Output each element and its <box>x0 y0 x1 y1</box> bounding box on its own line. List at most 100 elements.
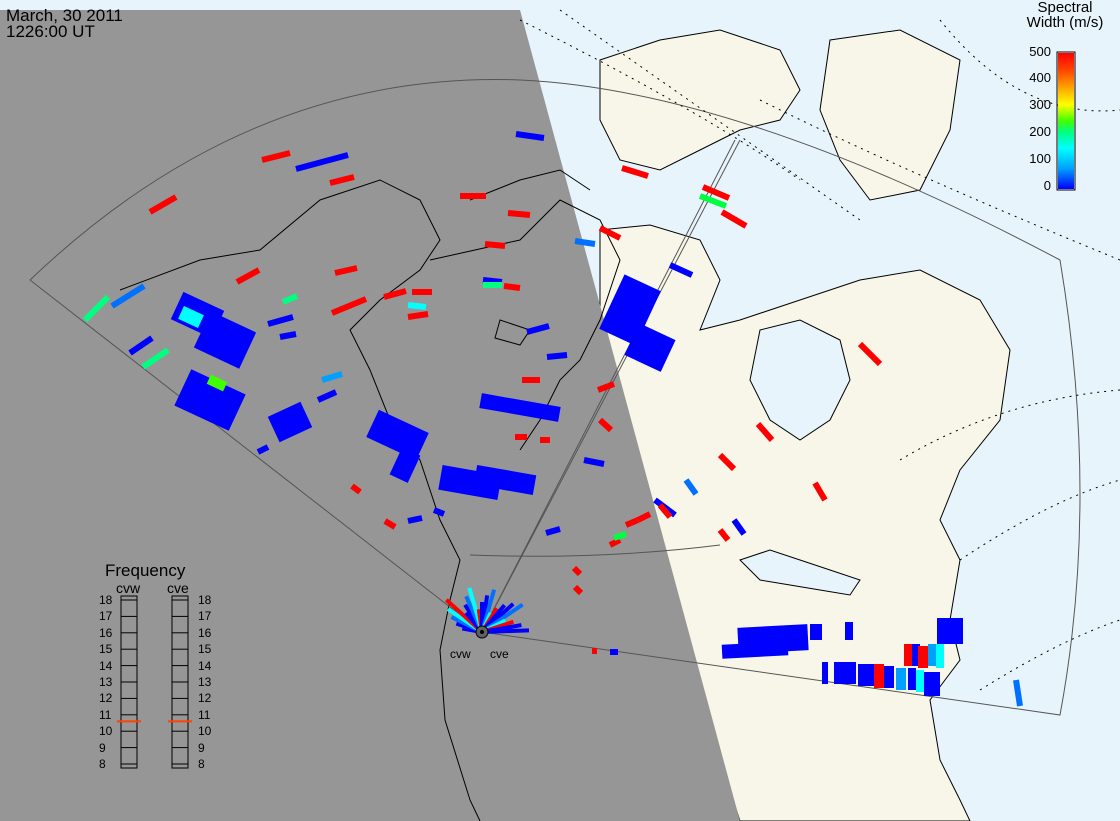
frequency-scale-label: 8 <box>198 757 205 771</box>
radar-echo <box>720 209 748 229</box>
colorbar-title-line1: Spectral <box>1037 0 1093 16</box>
radar-echo-fan <box>481 628 530 634</box>
radar-echo <box>636 511 652 523</box>
radar-echo <box>624 517 640 528</box>
radar-echo <box>279 331 297 340</box>
radar-echo <box>857 341 883 367</box>
radar-echo <box>261 150 291 163</box>
radar-echo-block <box>928 644 936 666</box>
radar-echo-block <box>174 369 246 431</box>
radar-echo <box>545 526 561 536</box>
radar-echo <box>546 352 568 360</box>
radar-echo-block <box>473 464 537 496</box>
frequency-title: Frequency <box>105 561 186 580</box>
radar-echo-block <box>908 668 916 690</box>
lat-grid <box>519 9 1120 691</box>
radar-echo-block <box>874 664 884 688</box>
radar-echo-block <box>834 662 856 684</box>
radar-echo <box>321 371 343 383</box>
radar-echo <box>526 323 550 335</box>
radar-echo-block <box>918 646 928 668</box>
colorbar-frame <box>1056 51 1076 191</box>
colorbar-tick: 200 <box>1029 124 1051 139</box>
frequency-scale-label: 15 <box>198 642 212 657</box>
radar-echo <box>281 293 299 305</box>
radar-echo <box>482 277 503 285</box>
radar-echo <box>515 131 545 141</box>
radar-echo-block <box>822 662 828 684</box>
frequency-scale-label: 13 <box>198 675 212 689</box>
radar-echo <box>571 565 583 577</box>
colorbar-tick: 500 <box>1029 44 1051 59</box>
radar-echo <box>755 422 775 442</box>
date-label: March, 30 2011 <box>6 6 123 25</box>
radar-echo-block <box>916 670 924 692</box>
radar-site-label-cvw: cvw <box>450 647 471 661</box>
frequency-scale-label: 13 <box>99 675 113 689</box>
radar-echo <box>596 381 616 393</box>
frequency-scale-label: 16 <box>198 625 212 640</box>
freq-radar-label-cvw: cvw <box>116 580 141 596</box>
radar-echo-block <box>479 393 561 422</box>
radar-echo <box>128 335 154 356</box>
radar-echo-block <box>904 644 912 666</box>
radar-echo-block <box>624 323 676 372</box>
radar-echo <box>503 283 521 291</box>
radar-echo-block <box>884 666 894 688</box>
radar-echo <box>668 262 694 278</box>
radar-echo <box>608 537 622 548</box>
radar-echo <box>267 314 294 327</box>
radar-echo <box>330 296 368 316</box>
radar-echo <box>82 294 111 323</box>
frequency-scale-label: 17 <box>198 609 212 624</box>
night-region <box>0 10 740 821</box>
greenland <box>819 29 961 201</box>
freq-radar-label-cve: cve <box>167 580 189 596</box>
frequency-scale-label: 15 <box>99 642 113 657</box>
radar-echo <box>683 478 699 496</box>
colorbar-tick: 100 <box>1029 151 1051 166</box>
radar-echo <box>407 515 423 524</box>
radar-echo <box>383 288 407 300</box>
radar-echo <box>621 165 649 179</box>
colorbar-tick: 300 <box>1029 97 1051 112</box>
radar-echo <box>141 347 170 370</box>
frequency-scale-label: 10 <box>99 724 113 739</box>
radar-echo <box>334 265 358 276</box>
radar-echo <box>812 481 828 502</box>
radar-echo <box>731 518 747 536</box>
colorbar-gradient <box>1058 53 1074 189</box>
frequency-scale-label: 9 <box>198 740 205 755</box>
frequency-boxes <box>117 595 192 769</box>
radar-echo-block <box>206 374 228 392</box>
colorbar-title-line2: Width (m/s) <box>1026 14 1104 31</box>
radar-echo <box>583 457 605 467</box>
radar-echo <box>235 267 261 285</box>
radar-echo <box>574 238 596 247</box>
radar-echo <box>701 184 731 201</box>
radar-echo <box>698 193 728 209</box>
colorbar-tick: 400 <box>1029 70 1051 85</box>
radar-echo-block <box>896 668 906 690</box>
radar-echo-block <box>178 306 204 328</box>
radar-echo <box>572 584 584 596</box>
radar-echo-block <box>389 447 421 483</box>
radar-echo <box>432 507 446 517</box>
frequency-scale-label: 14 <box>99 658 113 673</box>
land-day-north <box>599 29 801 171</box>
radar-echo <box>613 531 627 541</box>
radar-echo <box>407 302 427 310</box>
coast-islands <box>469 169 591 346</box>
frequency-scale-label: 11 <box>198 707 211 722</box>
alaska-outline <box>119 179 481 821</box>
radar-echo-block <box>721 641 789 659</box>
frequency-scale-label: 16 <box>99 625 113 640</box>
radar-site-label-cve: cve <box>490 647 509 661</box>
radar-site-marker-inner <box>480 630 484 634</box>
radar-echo <box>350 483 362 495</box>
radar-echo <box>383 518 397 530</box>
radar-echo-block <box>599 274 661 346</box>
frequency-scale-label: 8 <box>99 757 106 771</box>
